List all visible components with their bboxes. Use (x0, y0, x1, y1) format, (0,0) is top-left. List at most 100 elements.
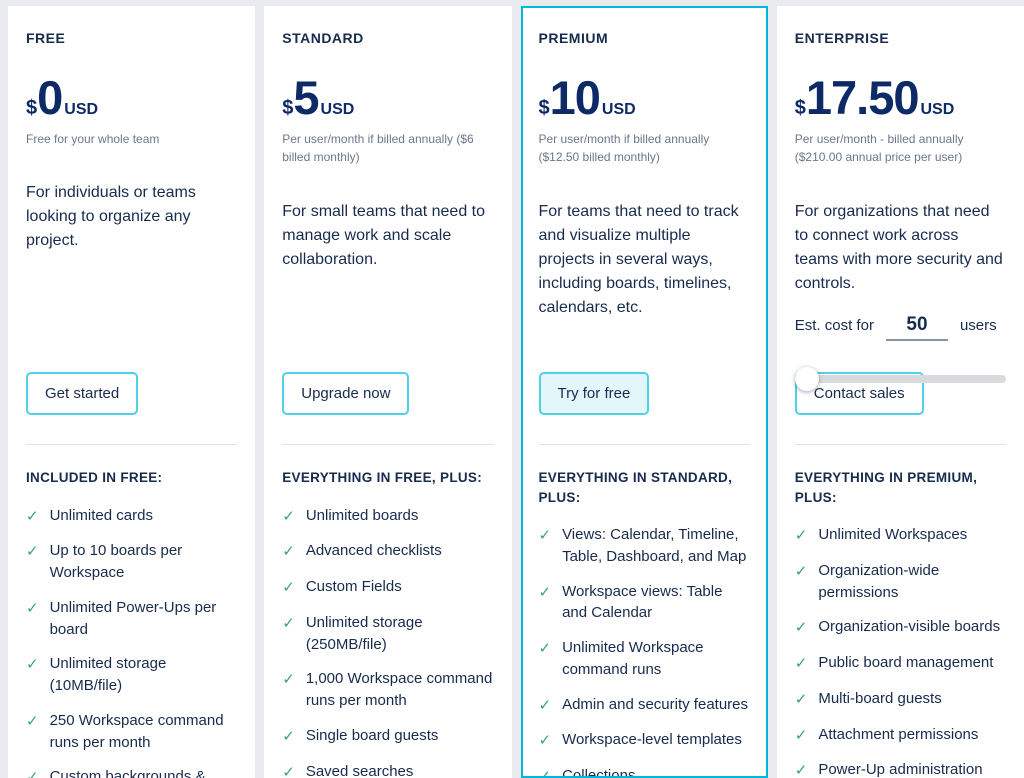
price-note: Per user/month if billed annually ($12.5… (538, 131, 710, 165)
features-title: EVERYTHING IN PREMIUM, PLUS: (794, 470, 978, 505)
plan-summary: PREMIUM $ 10 USD Per user/month if bille… (539, 30, 750, 372)
check-icon: ✓ (282, 671, 295, 689)
currency-symbol: $ (538, 97, 550, 119)
check-icon: ✓ (794, 726, 808, 744)
plan-name: ENTERPRISE (794, 30, 890, 46)
feature-label: Multi-board guests (818, 689, 942, 707)
features-list: ✓ Views: Calendar, Timeline, Table, Dashb… (538, 524, 750, 778)
plan-card-free: FREE $ 0 USD Free for your whole team Fo… (8, 6, 256, 778)
price-amount: 5 (293, 71, 319, 124)
divider (538, 444, 750, 445)
feature-label: Unlimited storage (10MB/file) (49, 655, 167, 695)
user-count-slider[interactable] (794, 366, 1006, 391)
plan-summary: STANDARD $ 5 USD Per user/month if bille… (282, 30, 493, 372)
feature-item: ✓ Public board management (795, 652, 1006, 675)
price-amount: 17.50 (805, 71, 920, 124)
feature-label: Saved searches (305, 762, 414, 778)
currency-code: USD (320, 101, 355, 118)
price-note: Per user/month - billed annually ($210.0… (794, 131, 964, 165)
feature-label: Unlimited boards (305, 506, 419, 524)
feature-label: Views: Calendar, Timeline, Table, Dashbo… (562, 526, 747, 565)
price-note: Free for your whole team (26, 131, 160, 146)
check-icon: ✓ (538, 583, 552, 601)
feature-label: Unlimited Power-Ups per board (49, 598, 217, 638)
plan-cta-row: Get started (26, 372, 237, 415)
feature-item: ✓ Custom backgrounds & stickers (26, 766, 237, 778)
feature-label: Custom backgrounds & stickers (49, 768, 206, 778)
currency-code: USD (601, 101, 636, 118)
feature-item: ✓ Workspace-level templates (539, 729, 750, 752)
features-list: ✓ Unlimited cards ✓ Up to 10 boards per Wor… (26, 505, 237, 778)
feature-item: ✓ Advanced checklists (282, 540, 493, 563)
feature-label: 1,000 Workspace command runs per month (305, 670, 493, 710)
plan-price: $ 17.50 USD (795, 71, 1006, 124)
feature-label: Unlimited Workspace command runs (562, 639, 704, 678)
slider-thumb-icon[interactable] (794, 366, 819, 391)
currency-symbol: $ (26, 97, 38, 119)
features-title: EVERYTHING IN STANDARD, PLUS: (538, 470, 733, 505)
check-icon: ✓ (794, 690, 808, 708)
feature-item: ✓ Multi-board guests (795, 688, 1006, 711)
feature-label: Power-Up administration (818, 761, 983, 778)
currency-code: USD (920, 101, 955, 118)
check-icon: ✓ (794, 619, 808, 637)
feature-label: Attachment permissions (818, 725, 979, 743)
plan-description: For organizations that need to connect w… (794, 202, 1003, 292)
feature-item: ✓ Up to 10 boards per Workspace (26, 540, 237, 584)
feature-item: ✓ Unlimited Workspaces (795, 524, 1006, 547)
feature-item: ✓ Unlimited boards (282, 505, 493, 528)
price-amount: 0 (37, 71, 63, 124)
check-icon: ✓ (794, 762, 808, 778)
check-icon: ✓ (282, 727, 295, 745)
divider (282, 444, 494, 445)
slider-track[interactable] (796, 374, 1006, 383)
feature-item: ✓ Custom Fields (282, 576, 493, 599)
feature-label: Advanced checklists (305, 542, 442, 560)
check-icon: ✓ (282, 543, 295, 561)
features-title: EVERYTHING IN FREE, PLUS: (282, 470, 483, 485)
plan-description: For teams that need to track and visuali… (538, 202, 739, 316)
feature-item: ✓ Admin and security features (539, 694, 750, 717)
est-cost-label: Est. cost for (794, 316, 874, 334)
check-icon: ✓ (282, 579, 295, 597)
check-icon: ✓ (26, 712, 39, 730)
check-icon: ✓ (538, 640, 552, 658)
user-count-input[interactable] (885, 313, 948, 341)
upgrade-now-button[interactable]: Upgrade now (282, 372, 410, 415)
plan-name: FREE (26, 30, 66, 46)
check-icon: ✓ (282, 763, 295, 778)
feature-label: Organization-visible boards (818, 618, 1001, 636)
plan-card-enterprise: ENTERPRISE $ 17.50 USD Per user/month - … (776, 6, 1024, 778)
feature-label: Admin and security features (562, 695, 749, 713)
feature-label: Collections (562, 767, 636, 778)
check-icon: ✓ (794, 655, 808, 673)
price-note: Per user/month if billed annually ($6 bi… (282, 131, 474, 165)
feature-label: Unlimited storage (250MB/file) (305, 613, 423, 653)
check-icon: ✓ (794, 527, 808, 545)
plan-name: STANDARD (282, 30, 364, 46)
plan-card-standard: STANDARD $ 5 USD Per user/month if bille… (264, 6, 512, 778)
plan-price: $ 0 USD (26, 71, 237, 124)
check-icon: ✓ (26, 656, 39, 674)
feature-item: ✓ Views: Calendar, Timeline, Table, Dashb… (539, 524, 750, 568)
feature-item: ✓ Unlimited storage (250MB/file) (282, 612, 493, 656)
try-for-free-button[interactable]: Try for free (538, 372, 650, 415)
feature-item: ✓ Workspace views: Table and Calendar (539, 581, 750, 625)
feature-item: ✓ 250 Workspace command runs per month (26, 710, 237, 754)
plan-description: For small teams that need to manage work… (282, 202, 486, 268)
feature-item: ✓ Unlimited storage (10MB/file) (26, 653, 237, 697)
check-icon: ✓ (26, 543, 39, 561)
estimated-cost-row: Est. cost for users (794, 313, 1006, 341)
feature-label: Workspace-level templates (562, 731, 742, 749)
plan-cta-row: Upgrade now (282, 372, 493, 415)
get-started-button[interactable]: Get started (26, 372, 139, 415)
plan-price: $ 5 USD (282, 71, 493, 124)
feature-item: ✓ Power-Up administration (795, 759, 1006, 778)
check-icon: ✓ (538, 527, 552, 545)
check-icon: ✓ (26, 507, 39, 525)
check-icon: ✓ (538, 732, 552, 750)
plan-price: $ 10 USD (538, 74, 750, 121)
check-icon: ✓ (794, 562, 808, 580)
feature-item: ✓ Organization-visible boards (795, 616, 1006, 639)
